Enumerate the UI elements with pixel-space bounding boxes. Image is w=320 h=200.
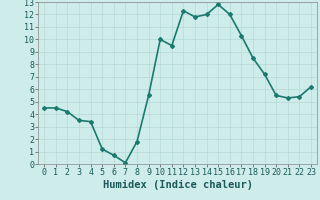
X-axis label: Humidex (Indice chaleur): Humidex (Indice chaleur) [103, 180, 252, 190]
